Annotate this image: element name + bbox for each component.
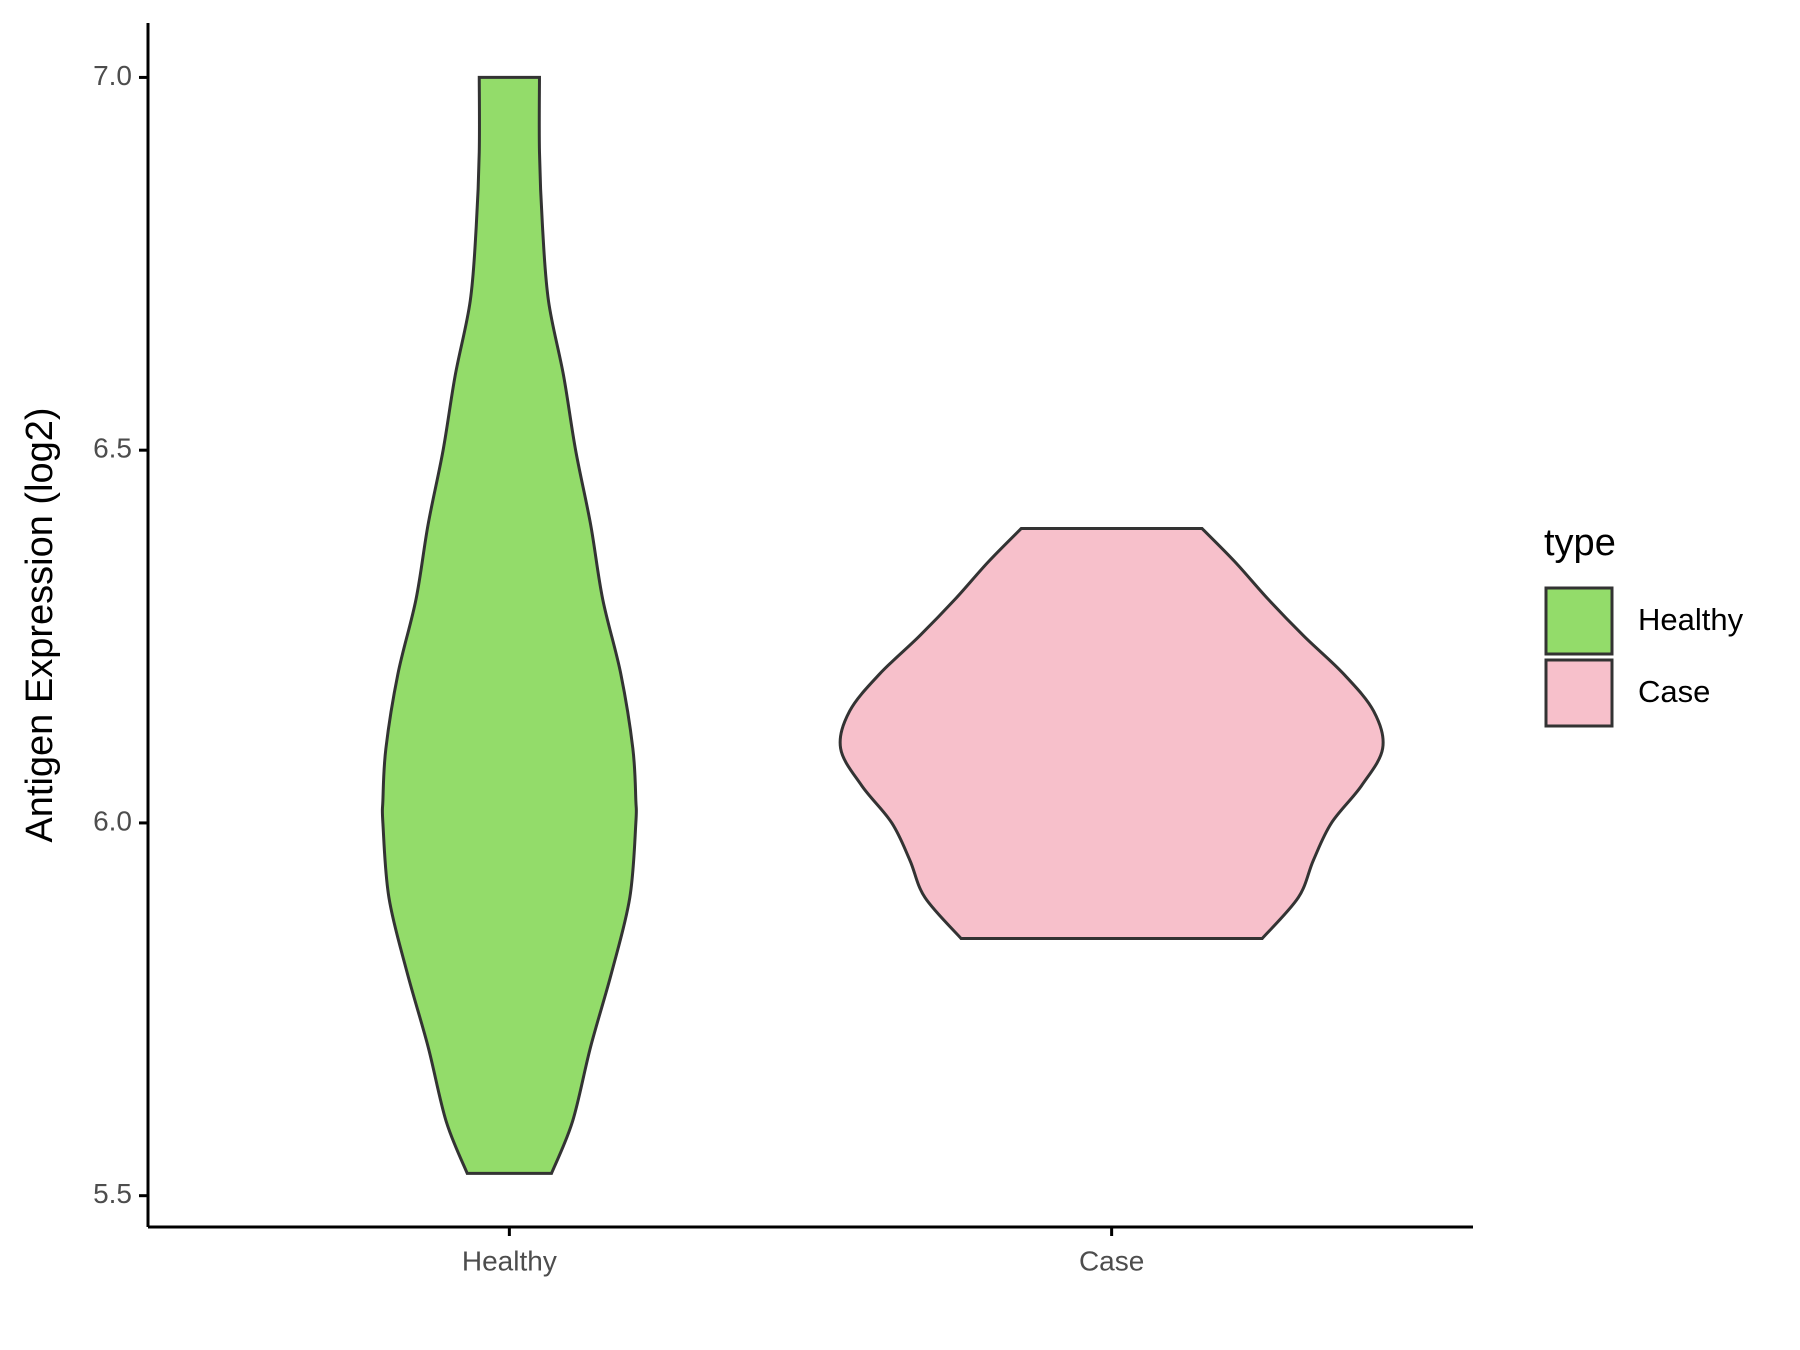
y-tick-label: 6.0 bbox=[93, 805, 132, 836]
legend-label: Healthy bbox=[1638, 602, 1744, 637]
x-tick-label: Healthy bbox=[462, 1245, 557, 1276]
y-tick-label: 5.5 bbox=[93, 1178, 132, 1209]
legend-key bbox=[1544, 586, 1614, 656]
violin bbox=[380, 75, 638, 1175]
legend-key bbox=[1544, 658, 1614, 728]
y-tick-label: 6.5 bbox=[93, 433, 132, 464]
violin bbox=[838, 526, 1385, 940]
y-tick-label: 7.0 bbox=[93, 60, 132, 91]
x-tick-label: Case bbox=[1079, 1245, 1144, 1276]
legend-label: Case bbox=[1638, 674, 1710, 709]
y-axis-title: Antigen Expression (log2) bbox=[19, 407, 61, 842]
legend-title: type bbox=[1544, 522, 1616, 564]
